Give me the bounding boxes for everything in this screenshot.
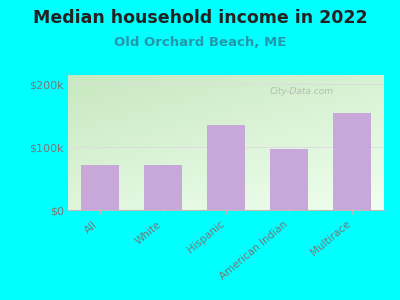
Bar <box>334 113 371 210</box>
Text: Old Orchard Beach, ME: Old Orchard Beach, ME <box>114 36 286 49</box>
Bar <box>270 149 308 210</box>
Text: Median household income in 2022: Median household income in 2022 <box>33 9 367 27</box>
Bar <box>144 165 182 210</box>
Text: City-Data.com: City-Data.com <box>270 87 334 96</box>
Bar <box>207 125 245 210</box>
Bar <box>81 165 118 210</box>
